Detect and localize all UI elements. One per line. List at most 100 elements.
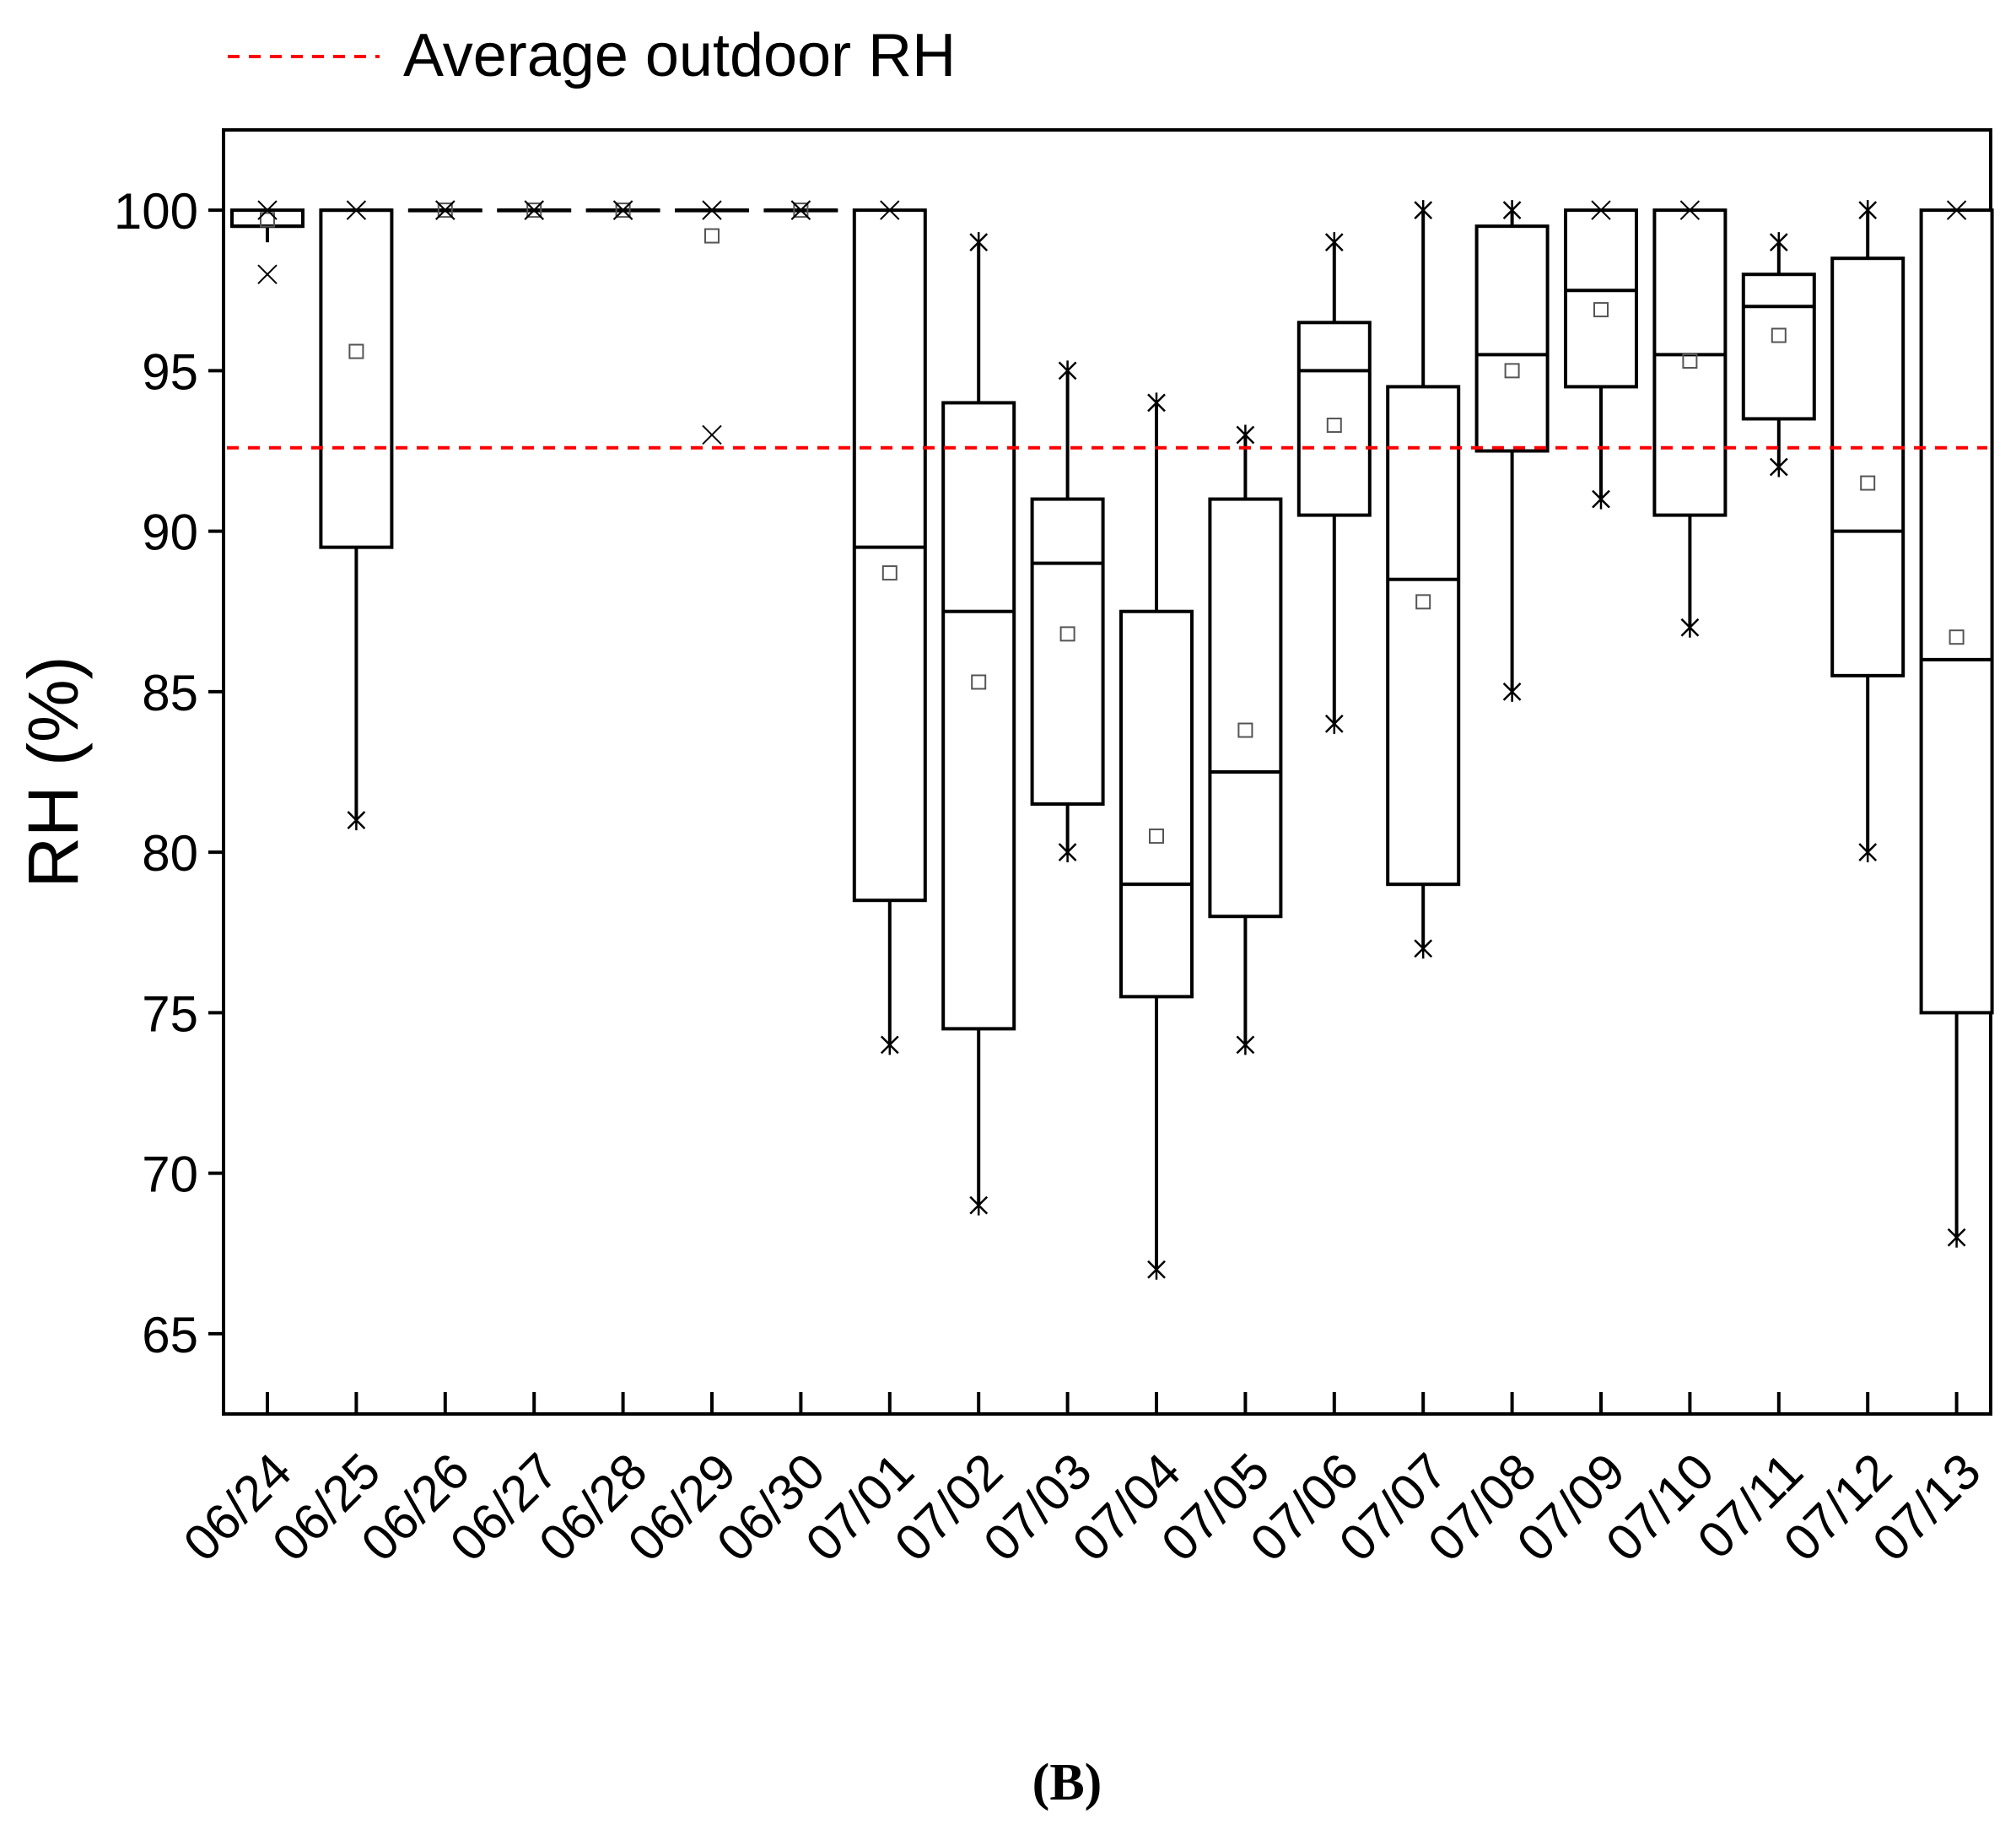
box-06-28 bbox=[585, 200, 660, 220]
y-axis-label: RH (%) bbox=[13, 656, 93, 888]
min-marker bbox=[1858, 842, 1878, 863]
max-marker bbox=[612, 200, 633, 220]
y-tick-label: 100 bbox=[114, 183, 198, 240]
min-marker bbox=[1147, 1259, 1166, 1280]
mean-marker bbox=[1860, 475, 1876, 491]
mean-marker bbox=[971, 674, 987, 690]
box-07-05 bbox=[1208, 424, 1283, 1055]
max-marker bbox=[1769, 232, 1788, 253]
y-tick-label: 75 bbox=[142, 985, 198, 1042]
box-07-03 bbox=[1030, 360, 1105, 863]
max-marker bbox=[1591, 200, 1611, 220]
min-marker bbox=[702, 424, 722, 445]
max-marker bbox=[702, 200, 722, 220]
max-marker bbox=[969, 232, 989, 253]
y-tick-label: 95 bbox=[142, 343, 198, 400]
box-06-25 bbox=[319, 200, 394, 831]
min-marker bbox=[1947, 1227, 1966, 1248]
mean-marker bbox=[1237, 722, 1253, 738]
min-marker bbox=[1769, 456, 1788, 478]
max-marker bbox=[1147, 392, 1166, 413]
box-07-02 bbox=[941, 232, 1016, 1216]
mean-marker bbox=[1593, 302, 1609, 318]
iqr-box bbox=[941, 401, 1016, 1031]
min-marker bbox=[1592, 488, 1610, 510]
min-marker bbox=[880, 1034, 899, 1055]
min-marker bbox=[1324, 713, 1344, 734]
min-marker bbox=[969, 1195, 989, 1216]
iqr-box bbox=[1030, 497, 1105, 807]
mean-marker bbox=[1949, 629, 1965, 645]
box-07-10 bbox=[1652, 200, 1728, 638]
iqr-box bbox=[1564, 208, 1638, 389]
min-marker bbox=[1058, 842, 1077, 863]
mean-marker bbox=[615, 202, 631, 219]
min-marker bbox=[1236, 1034, 1255, 1055]
box-07-07 bbox=[1386, 200, 1461, 959]
min-marker bbox=[1680, 617, 1700, 638]
mean-marker bbox=[260, 212, 275, 228]
max-marker bbox=[257, 200, 278, 220]
max-marker bbox=[790, 200, 811, 220]
mean-marker bbox=[1415, 594, 1431, 610]
mean-marker bbox=[1059, 626, 1075, 642]
max-marker bbox=[880, 200, 900, 220]
iqr-box bbox=[852, 208, 927, 903]
max-marker bbox=[346, 200, 367, 220]
y-tick-label: 70 bbox=[142, 1147, 198, 1203]
box-07-06 bbox=[1296, 232, 1372, 734]
min-marker bbox=[1502, 681, 1522, 702]
mean-marker bbox=[1682, 353, 1698, 369]
mean-marker bbox=[1326, 418, 1342, 434]
iqr-box bbox=[1119, 609, 1194, 999]
iqr-box bbox=[1474, 224, 1550, 453]
min-marker bbox=[1414, 938, 1433, 959]
iqr-box bbox=[1652, 208, 1728, 517]
mean-marker bbox=[793, 202, 809, 219]
max-marker bbox=[524, 200, 544, 220]
max-marker bbox=[435, 200, 455, 220]
iqr-box bbox=[1919, 208, 1994, 1015]
iqr-box bbox=[1830, 256, 1905, 677]
box-07-08 bbox=[1474, 200, 1550, 702]
box-06-27 bbox=[497, 200, 572, 220]
mean-marker bbox=[526, 202, 542, 219]
max-marker bbox=[1058, 360, 1077, 381]
box-07-09 bbox=[1564, 200, 1638, 510]
box-06-29 bbox=[675, 200, 749, 445]
box-06-30 bbox=[763, 200, 838, 220]
iqr-box bbox=[1208, 497, 1283, 919]
box-07-04 bbox=[1119, 392, 1194, 1280]
iqr-box bbox=[319, 208, 394, 549]
max-marker bbox=[1414, 200, 1433, 221]
mean-marker bbox=[881, 565, 897, 581]
y-tick-label: 90 bbox=[142, 505, 198, 561]
legend-label: Average outdoor RH bbox=[403, 22, 956, 89]
iqr-box bbox=[1386, 385, 1461, 887]
box-07-11 bbox=[1741, 232, 1816, 478]
min-marker bbox=[257, 264, 278, 284]
max-marker bbox=[1946, 200, 1967, 220]
iqr-box bbox=[1741, 273, 1816, 421]
figure-caption: (B) bbox=[1032, 1754, 1102, 1811]
box-07-12 bbox=[1830, 200, 1905, 863]
y-tick-label: 80 bbox=[142, 825, 198, 882]
max-marker bbox=[1502, 200, 1522, 221]
box-06-26 bbox=[407, 200, 482, 220]
max-marker bbox=[1679, 200, 1701, 220]
mean-marker bbox=[437, 202, 453, 219]
mean-marker bbox=[1149, 828, 1164, 845]
min-marker bbox=[347, 810, 366, 831]
boxes-layer bbox=[230, 200, 1994, 1280]
mean-marker bbox=[704, 228, 720, 244]
y-tick-label: 65 bbox=[142, 1307, 198, 1363]
legend: Average outdoor RH bbox=[228, 22, 956, 89]
box-07-13 bbox=[1919, 200, 1994, 1248]
y-tick-label: 85 bbox=[142, 665, 198, 721]
max-marker bbox=[1236, 424, 1255, 445]
mean-marker bbox=[348, 343, 364, 359]
y-axis: 65 70 75 80 85 90 95 100 bbox=[114, 183, 224, 1363]
max-marker bbox=[1324, 232, 1344, 253]
max-marker bbox=[1858, 200, 1878, 221]
